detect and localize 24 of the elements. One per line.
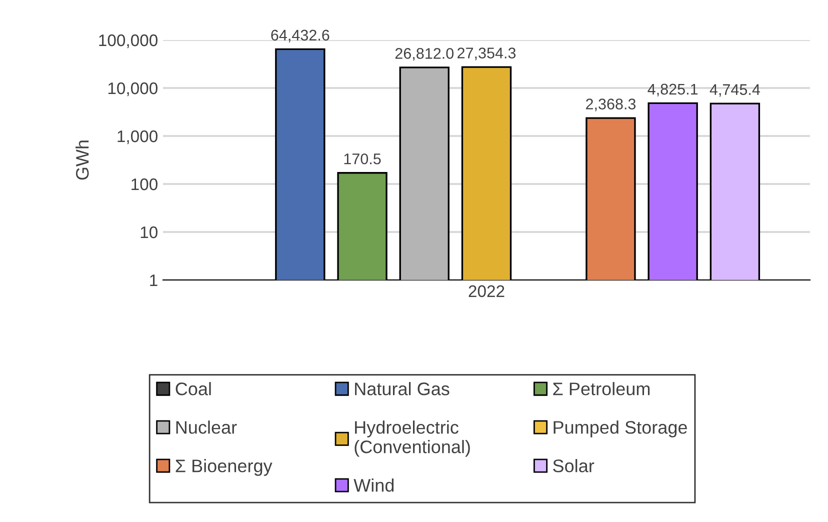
legend-label: Wind xyxy=(354,478,394,492)
legend-label: Pumped Storage xyxy=(554,420,687,438)
data-label: 170.5 xyxy=(344,153,381,164)
y-tick-label: 1,000 xyxy=(118,130,158,144)
y-tick-label: 100 xyxy=(132,178,158,190)
y-tick-label: 10 xyxy=(140,226,158,238)
legend-label: Solar xyxy=(553,459,594,472)
legend-label: Coal xyxy=(176,382,211,396)
data-label: 64,432.6 xyxy=(271,30,330,42)
legend-label: Σ Bioenergy xyxy=(176,459,272,476)
y-tick-label: 100,000 xyxy=(99,34,158,48)
data-label: 26,812.0 xyxy=(395,48,454,61)
data-label: 4,825.1 xyxy=(648,84,698,96)
data-label: 4,745.4 xyxy=(710,84,760,97)
legend-label: Hydroelectric (Conventional) xyxy=(354,420,470,457)
data-label: 2,368.3 xyxy=(586,98,636,112)
y-tick-label: 1 xyxy=(150,274,158,286)
data-label: 27,354.3 xyxy=(458,48,516,60)
y-tick-label: 10,000 xyxy=(108,82,158,96)
legend-label: Natural Gas xyxy=(355,382,450,396)
y-axis-title: GWh xyxy=(76,140,89,180)
legend-label: Nuclear xyxy=(176,420,237,434)
x-tick-label: 2022 xyxy=(468,285,504,298)
legend-label: Σ Petroleum xyxy=(553,382,650,396)
